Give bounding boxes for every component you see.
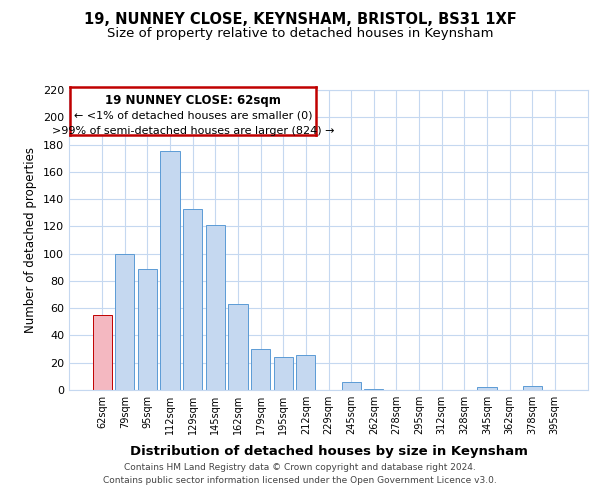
Bar — [523, 386, 542, 390]
Text: Contains public sector information licensed under the Open Government Licence v3: Contains public sector information licen… — [103, 476, 497, 485]
Bar — [364, 388, 383, 390]
Bar — [183, 208, 202, 390]
Bar — [92, 315, 112, 390]
Text: Contains HM Land Registry data © Crown copyright and database right 2024.: Contains HM Land Registry data © Crown c… — [124, 464, 476, 472]
Text: 19, NUNNEY CLOSE, KEYNSHAM, BRISTOL, BS31 1XF: 19, NUNNEY CLOSE, KEYNSHAM, BRISTOL, BS3… — [83, 12, 517, 28]
Bar — [229, 304, 248, 390]
Text: Size of property relative to detached houses in Keynsham: Size of property relative to detached ho… — [107, 28, 493, 40]
Text: ← <1% of detached houses are smaller (0): ← <1% of detached houses are smaller (0) — [74, 110, 313, 120]
Text: 19 NUNNEY CLOSE: 62sqm: 19 NUNNEY CLOSE: 62sqm — [105, 94, 281, 108]
Bar — [138, 268, 157, 390]
Bar — [296, 354, 316, 390]
Bar — [477, 388, 497, 390]
Bar — [341, 382, 361, 390]
Bar — [206, 225, 225, 390]
Y-axis label: Number of detached properties: Number of detached properties — [25, 147, 37, 333]
X-axis label: Distribution of detached houses by size in Keynsham: Distribution of detached houses by size … — [130, 446, 527, 458]
Bar — [274, 358, 293, 390]
Bar — [115, 254, 134, 390]
Bar — [251, 349, 270, 390]
Text: >99% of semi-detached houses are larger (824) →: >99% of semi-detached houses are larger … — [52, 126, 334, 136]
Bar — [160, 152, 180, 390]
